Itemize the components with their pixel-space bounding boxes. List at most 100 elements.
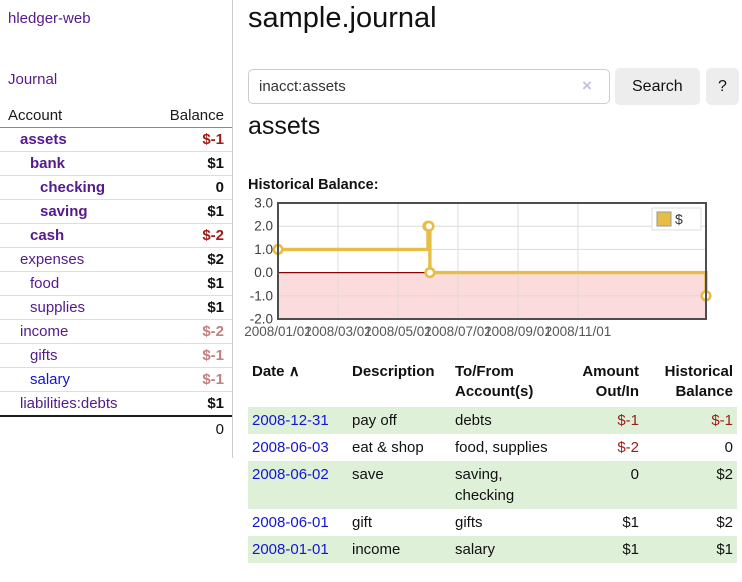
transaction-date-link[interactable]: 2008-06-02 xyxy=(252,466,329,483)
clear-search-icon[interactable]: × xyxy=(582,77,592,94)
sidebar-item-journal[interactable]: Journal xyxy=(8,71,232,88)
account-link[interactable]: supplies xyxy=(30,299,85,316)
balance-chart: $3.02.01.00.0-1.0-2.02008/01/012008/03/0… xyxy=(248,197,722,347)
svg-text:1.0: 1.0 xyxy=(254,242,273,257)
account-row-saving: saving $1 xyxy=(0,200,232,224)
transaction-description: income xyxy=(348,536,451,563)
transaction-row: 2008-06-03 eat & shop food, supplies $-2… xyxy=(248,434,737,461)
transaction-balance: $2 xyxy=(643,461,737,509)
balance-column-header: Balance xyxy=(170,107,224,124)
transaction-row: 2008-01-01 income salary $1 $1 xyxy=(248,536,737,563)
transaction-balance: $-1 xyxy=(643,407,737,434)
help-button[interactable]: ? xyxy=(706,68,739,105)
account-link[interactable]: bank xyxy=(30,155,65,172)
transaction-description: pay off xyxy=(348,407,451,434)
svg-text:3.0: 3.0 xyxy=(254,196,273,211)
balance-column-header: Historical Balance xyxy=(643,360,737,407)
page-title: sample.journal xyxy=(248,2,437,35)
transaction-amount: $-1 xyxy=(561,407,643,434)
transaction-date-link[interactable]: 2008-01-01 xyxy=(252,541,329,558)
app-brand-link[interactable]: hledger-web xyxy=(8,10,232,27)
svg-text:$: $ xyxy=(675,211,683,227)
description-column-header: Description xyxy=(348,360,451,407)
transaction-balance: 0 xyxy=(643,434,737,461)
account-link[interactable]: liabilities:debts xyxy=(20,395,118,412)
main-content: sample.journal × Search ? assets Histori… xyxy=(248,0,742,582)
account-balance: $2 xyxy=(207,251,224,268)
transaction-row: 2008-12-31 pay off debts $-1 $-1 xyxy=(248,407,737,434)
transaction-date-link[interactable]: 2008-12-31 xyxy=(252,412,329,429)
account-balance: $-1 xyxy=(202,131,224,148)
amount-column-header: Amount Out/In xyxy=(561,360,643,407)
transaction-accounts: salary xyxy=(451,536,561,563)
chart-title: Historical Balance: xyxy=(248,177,379,193)
svg-text:-1.0: -1.0 xyxy=(250,288,273,303)
account-balance: 0 xyxy=(216,179,224,196)
transaction-amount: 0 xyxy=(561,461,643,509)
account-balance: $-1 xyxy=(202,371,224,388)
transaction-description: gift xyxy=(348,509,451,536)
search-bar: × Search ? xyxy=(248,68,742,106)
account-row-liabilities-debts: liabilities:debts $1 xyxy=(0,392,232,415)
transaction-balance: $1 xyxy=(643,536,737,563)
account-row-food: food $1 xyxy=(0,272,232,296)
transaction-accounts: debts xyxy=(451,407,561,434)
search-button[interactable]: Search xyxy=(615,68,700,105)
hledger-web-app: hledger-web Journal Account Balance asse… xyxy=(0,0,742,582)
account-row-salary: salary $-1 xyxy=(0,368,232,392)
svg-text:2008/11/01: 2008/11/01 xyxy=(545,324,612,339)
account-link[interactable]: expenses xyxy=(20,251,84,268)
svg-text:2.0: 2.0 xyxy=(254,219,273,234)
account-row-assets: assets $-1 xyxy=(0,128,232,152)
transaction-accounts: food, supplies xyxy=(451,434,561,461)
account-row-gifts: gifts $-1 xyxy=(0,344,232,368)
svg-text:2008/05/01: 2008/05/01 xyxy=(364,324,432,339)
transaction-amount: $-2 xyxy=(561,434,643,461)
account-row-cash: cash $-2 xyxy=(0,224,232,248)
svg-text:2008/01/01: 2008/01/01 xyxy=(244,324,312,339)
svg-text:0.0: 0.0 xyxy=(254,265,273,280)
search-input[interactable] xyxy=(248,69,610,104)
account-link[interactable]: assets xyxy=(20,131,67,148)
account-link[interactable]: salary xyxy=(30,371,70,388)
transaction-row: 2008-06-02 save saving, checking 0 $2 xyxy=(248,461,737,509)
sidebar: hledger-web Journal Account Balance asse… xyxy=(0,0,233,458)
accounts-header: Account Balance xyxy=(0,104,232,128)
transaction-accounts: saving, checking xyxy=(451,461,561,509)
transaction-amount: $1 xyxy=(561,509,643,536)
transaction-amount: $1 xyxy=(561,536,643,563)
transaction-description: save xyxy=(348,461,451,509)
account-link[interactable]: cash xyxy=(30,227,64,244)
account-link[interactable]: checking xyxy=(40,179,105,196)
account-link[interactable]: food xyxy=(30,275,59,292)
accounts-panel: Account Balance assets $-1 bank $1 check… xyxy=(0,104,232,442)
svg-text:2008/03/01: 2008/03/01 xyxy=(304,324,372,339)
account-row-bank: bank $1 xyxy=(0,152,232,176)
account-column-header: Account xyxy=(8,107,62,124)
account-row-income: income $-2 xyxy=(0,320,232,344)
accounts-total-value: 0 xyxy=(216,421,224,438)
account-link[interactable]: gifts xyxy=(30,347,58,364)
account-row-expenses: expenses $2 xyxy=(0,248,232,272)
date-column-header[interactable]: Date ∧ xyxy=(248,360,348,407)
accounts-total-row: 0 xyxy=(0,415,232,442)
transaction-date-link[interactable]: 2008-06-03 xyxy=(252,439,329,456)
account-link[interactable]: income xyxy=(20,323,68,340)
svg-text:2008/09/01: 2008/09/01 xyxy=(484,324,552,339)
account-balance: $-2 xyxy=(202,227,224,244)
account-balance: $-1 xyxy=(202,347,224,364)
account-row-supplies: supplies $1 xyxy=(0,296,232,320)
account-link[interactable]: saving xyxy=(40,203,88,220)
accounts-column-header: To/From Account(s) xyxy=(451,360,561,407)
sort-ascending-icon: ∧ xyxy=(289,363,300,380)
transactions-header-row: Date ∧ Description To/From Account(s) Am… xyxy=(248,360,737,407)
transaction-accounts: gifts xyxy=(451,509,561,536)
transaction-date-link[interactable]: 2008-06-01 xyxy=(252,514,329,531)
account-balance: $1 xyxy=(207,395,224,412)
transactions-table: Date ∧ Description To/From Account(s) Am… xyxy=(248,360,737,563)
account-balance: $1 xyxy=(207,275,224,292)
account-page-title: assets xyxy=(248,112,320,141)
transaction-row: 2008-06-01 gift gifts $1 $2 xyxy=(248,509,737,536)
account-balance: $1 xyxy=(207,203,224,220)
account-balance: $1 xyxy=(207,299,224,316)
